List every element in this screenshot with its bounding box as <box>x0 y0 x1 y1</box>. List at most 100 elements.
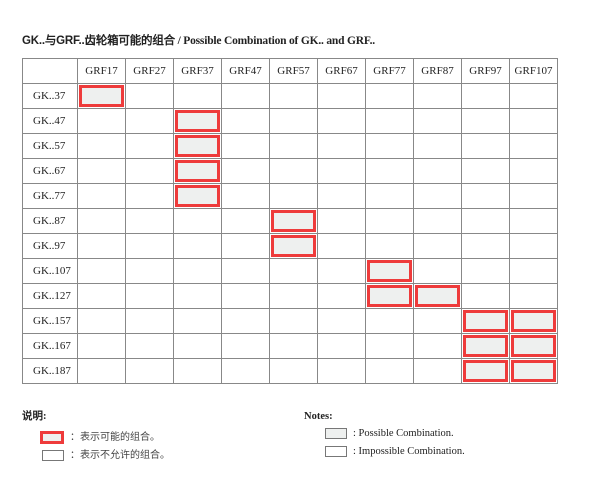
table-row: GK..77 <box>22 183 558 209</box>
impossible-cell <box>221 258 270 284</box>
impossible-cell <box>173 358 222 384</box>
impossible-cell <box>509 83 558 109</box>
impossible-cell <box>413 358 462 384</box>
row-header: GK..57 <box>22 133 78 159</box>
row-header: GK..37 <box>22 83 78 109</box>
impossible-cell <box>269 358 318 384</box>
impossible-cell <box>365 358 414 384</box>
impossible-cell <box>413 258 462 284</box>
column-header: GRF47 <box>221 58 270 84</box>
row-header: GK..97 <box>22 233 78 259</box>
impossible-cell <box>269 283 318 309</box>
impossible-cell <box>317 358 366 384</box>
impossible-cell <box>269 158 318 184</box>
legend-text: : Impossible Combination. <box>353 446 465 457</box>
impossible-cell <box>317 308 366 334</box>
row-header: GK..157 <box>22 308 78 334</box>
possible-cell <box>365 283 414 309</box>
column-header: GRF57 <box>269 58 318 84</box>
impossible-cell <box>413 83 462 109</box>
row-header: GK..67 <box>22 158 78 184</box>
column-header: GRF107 <box>509 58 558 84</box>
impossible-cell <box>77 158 126 184</box>
possible-marker <box>367 285 412 307</box>
row-header: GK..167 <box>22 333 78 359</box>
impossible-cell <box>269 333 318 359</box>
impossible-cell <box>77 133 126 159</box>
possible-marker <box>511 360 556 382</box>
impossible-cell <box>125 358 174 384</box>
impossible-cell <box>509 208 558 234</box>
possible-cell <box>269 208 318 234</box>
impossible-cell <box>365 208 414 234</box>
impossible-cell <box>125 308 174 334</box>
impossible-cell <box>125 108 174 134</box>
impossible-cell <box>461 258 510 284</box>
impossible-cell <box>77 358 126 384</box>
possible-swatch <box>325 428 347 440</box>
possible-cell <box>365 258 414 284</box>
impossible-cell <box>77 183 126 209</box>
impossible-cell <box>317 133 366 159</box>
impossible-cell <box>269 83 318 109</box>
possible-cell <box>509 358 558 384</box>
impossible-cell <box>125 183 174 209</box>
row-header: GK..107 <box>22 258 78 284</box>
impossible-cell <box>173 308 222 334</box>
impossible-cell <box>269 133 318 159</box>
impossible-cell <box>221 133 270 159</box>
possible-marker <box>511 310 556 332</box>
impossible-cell <box>461 133 510 159</box>
impossible-cell <box>221 233 270 259</box>
possible-marker <box>367 260 412 282</box>
possible-cell <box>509 333 558 359</box>
impossible-cell <box>317 158 366 184</box>
impossible-cell <box>413 133 462 159</box>
column-header: GRF37 <box>173 58 222 84</box>
impossible-cell <box>461 158 510 184</box>
impossible-cell <box>461 108 510 134</box>
possible-cell <box>461 358 510 384</box>
impossible-cell <box>221 333 270 359</box>
page-title: GK..与GRF..齿轮箱可能的组合 / Possible Combinatio… <box>22 32 375 48</box>
possible-swatch <box>40 430 64 444</box>
impossible-cell <box>413 233 462 259</box>
impossible-swatch <box>42 449 64 461</box>
table-row: GK..87 <box>22 208 558 234</box>
row-header: GK..47 <box>22 108 78 134</box>
impossible-cell <box>365 333 414 359</box>
legend-en-impossible: : Impossible Combination. <box>325 446 465 458</box>
possible-cell <box>461 308 510 334</box>
possible-cell <box>173 108 222 134</box>
impossible-cell <box>269 108 318 134</box>
table-row: GK..157 <box>22 308 558 334</box>
possible-marker <box>79 85 124 107</box>
impossible-cell <box>365 158 414 184</box>
table-row: GK..187 <box>22 358 558 384</box>
possible-cell <box>173 158 222 184</box>
impossible-cell <box>77 108 126 134</box>
impossible-cell <box>125 233 174 259</box>
table-row: GK..107 <box>22 258 558 284</box>
possible-marker <box>175 135 220 157</box>
column-header: GRF67 <box>317 58 366 84</box>
table-row: GK..47 <box>22 108 558 134</box>
table-row: GK..97 <box>22 233 558 259</box>
row-header: GK..77 <box>22 183 78 209</box>
column-header: GRF77 <box>365 58 414 84</box>
impossible-cell <box>269 308 318 334</box>
legend-text: : Possible Combination. <box>353 428 454 439</box>
column-header: GRF17 <box>77 58 126 84</box>
impossible-cell <box>461 83 510 109</box>
row-header: GK..87 <box>22 208 78 234</box>
impossible-cell <box>173 233 222 259</box>
corner-cell <box>22 58 78 84</box>
impossible-cell <box>413 158 462 184</box>
impossible-cell <box>173 258 222 284</box>
impossible-cell <box>365 233 414 259</box>
impossible-swatch <box>325 446 347 458</box>
combination-table: GRF17 GRF27 GRF37 GRF47 GRF57 GRF67 GRF77 GRF87… <box>22 58 558 384</box>
impossible-cell <box>509 158 558 184</box>
impossible-cell <box>317 83 366 109</box>
impossible-cell <box>221 208 270 234</box>
